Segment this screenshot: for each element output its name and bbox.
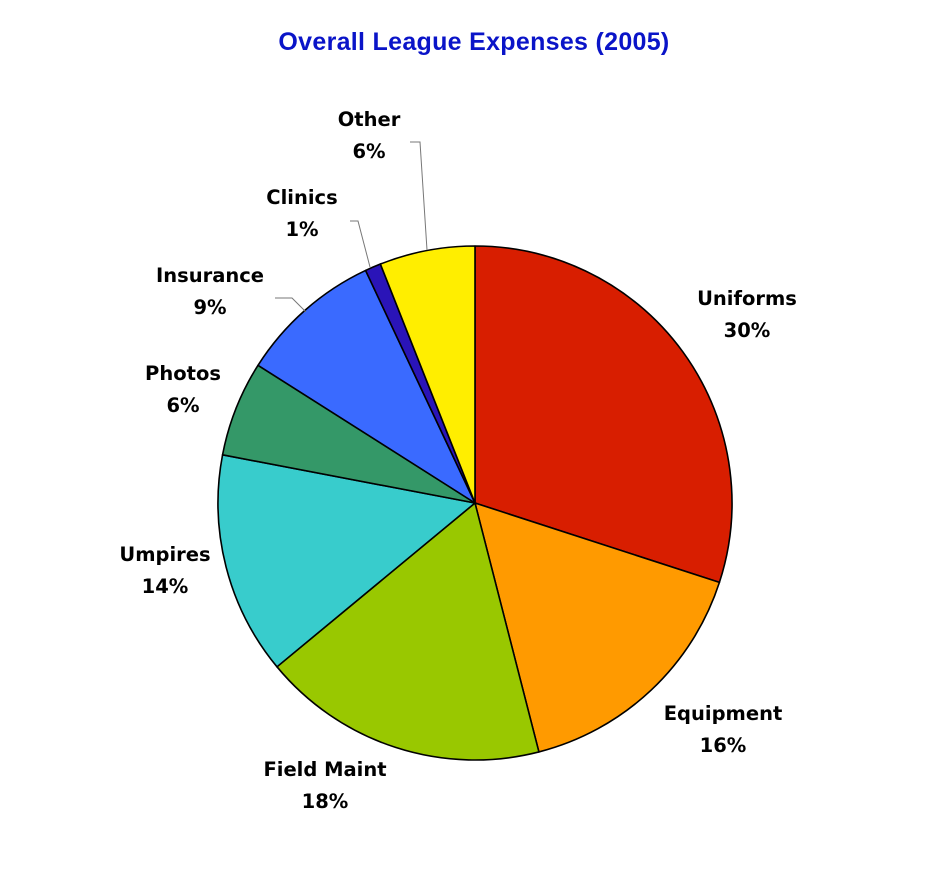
pie-slice-equipment: [474, 502, 721, 753]
pie-slice-field-maint: [276, 502, 540, 761]
slice-label-clinics: Clinics 1%: [266, 186, 337, 241]
leader-line: [350, 220, 371, 268]
slice-label-equipment: Equipment 16%: [664, 702, 783, 757]
slice-name: Clinics: [266, 186, 337, 209]
slice-label-uniforms: Uniforms 30%: [697, 287, 797, 342]
slice-label-field-maint: Field Maint 18%: [263, 758, 386, 813]
slice-name: Photos: [145, 362, 221, 385]
slice-name: Other: [338, 108, 401, 131]
slice-percent: 9%: [193, 296, 226, 319]
slice-label-insurance: Insurance 9%: [156, 264, 264, 319]
slice-name: Field Maint: [263, 758, 386, 781]
pie-slices: [217, 245, 733, 761]
slice-name: Insurance: [156, 264, 264, 287]
chart-title: Overall League Expenses (2005): [278, 28, 670, 56]
leader-lines: [275, 141, 428, 313]
slice-name: Umpires: [119, 543, 210, 566]
slice-label-umpires: Umpires 14%: [119, 543, 210, 598]
slice-name: Uniforms: [697, 287, 797, 310]
slice-percent: 1%: [285, 218, 318, 241]
slice-label-other: Other 6%: [338, 108, 401, 163]
slice-percent: 18%: [302, 790, 349, 813]
pie-slice-other: [379, 245, 476, 504]
pie-slice-uniforms: [474, 245, 733, 584]
slice-percent: 30%: [724, 319, 771, 342]
slice-labels: Uniforms 30% Equipment 16% Field Maint 18% Ump…: [119, 108, 797, 813]
slice-percent: 14%: [142, 575, 189, 598]
slice-percent: 6%: [352, 140, 385, 163]
slice-name: Equipment: [664, 702, 783, 725]
slice-percent: 6%: [166, 394, 199, 417]
pie-slice-umpires: [217, 454, 476, 668]
pie-slice-insurance: [257, 269, 476, 504]
leader-line: [275, 297, 307, 313]
leader-line: [410, 141, 428, 251]
slice-label-photos: Photos 6%: [145, 362, 221, 417]
slice-percent: 16%: [700, 734, 747, 757]
